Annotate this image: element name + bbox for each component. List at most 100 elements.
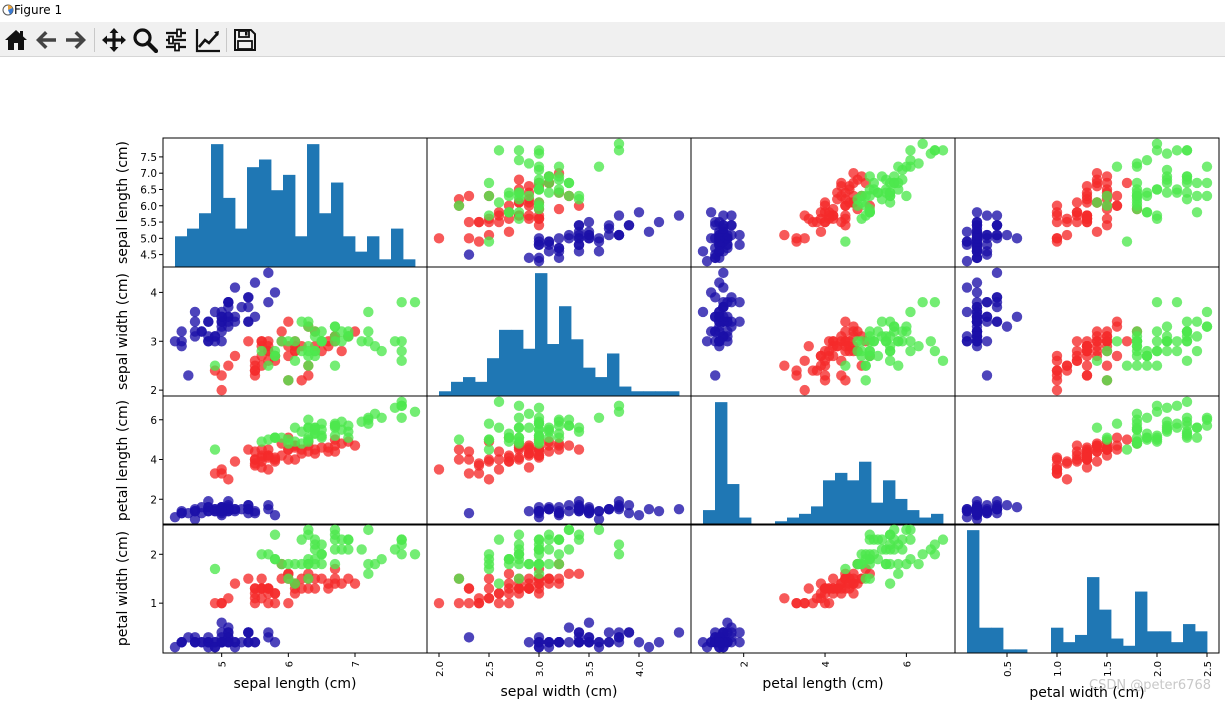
scatter-point [1081,345,1093,357]
scatter-point [1111,418,1123,429]
scatter-point [1061,229,1073,241]
scatter-point [981,336,993,347]
subplot-content [697,138,949,267]
scatter-point [925,336,936,347]
scatter-point [1121,434,1133,445]
scatter-point [937,145,949,156]
scatter-point [697,246,709,257]
scatter-point [263,597,274,609]
scatter-point [981,239,993,251]
scatter-point [929,296,941,308]
back-button[interactable] [32,26,60,54]
scatter-point [1171,400,1183,412]
pan-icon [102,28,126,52]
window-titlebar: Figure 1 [0,0,1225,22]
subplot-content [433,524,685,653]
subplot-frame [954,395,1220,526]
scatter-point [553,573,565,584]
scatter-point [503,190,515,202]
scatter-point [329,544,341,555]
scatter-point [917,549,928,560]
y-tick-label: 2 [150,549,157,561]
scatter-point [473,216,485,228]
scatter-point [807,597,819,609]
subplot-1-2 [690,266,956,397]
scatter-point [613,539,625,550]
scatter-point [929,549,941,560]
scatter-point [533,588,545,599]
scatter-point [884,345,896,357]
histogram-bar [547,344,560,396]
scatter-point [860,360,871,371]
scatter-point [483,583,495,594]
subplot-content [967,530,1208,653]
scatter-point [523,505,535,517]
pan-button[interactable] [100,26,128,54]
scatter-matrix-figure[interactable]: 5 6 7 sepal length (cm) 2.0 2.5 3.0 3.5 4.0 sepal… [0,56,1225,703]
scatter-point [513,145,525,156]
scatter-point [283,375,294,386]
scatter-point [1181,145,1193,156]
scatter-point [503,597,515,609]
scatter-point [868,549,880,560]
edit-axis-button[interactable] [194,26,222,54]
scatter-point [523,422,535,433]
scatter-point [876,194,888,205]
scatter-point [653,216,665,228]
save-button[interactable] [231,26,259,54]
scatter-point [864,558,875,570]
subplot-content [961,396,1213,525]
scatter-point [263,464,274,475]
scatter-point [303,553,314,565]
histogram-bar [475,381,488,396]
home-icon [5,30,27,50]
scatter-point [961,282,973,293]
scatter-point [209,563,221,575]
scatter-point [1181,355,1193,367]
scatter-point [533,578,545,589]
scatter-point [433,233,445,244]
scatter-point [503,226,515,238]
y-tick-label: 4 [150,455,157,467]
scatter-point [533,432,545,443]
scatter-point [1191,432,1203,443]
y-tick-label: 2 [150,385,157,397]
home-button[interactable] [2,26,30,54]
scatter-point [1171,336,1183,347]
scatter-point [329,321,341,332]
forward-button[interactable] [62,26,90,54]
scatter-point [876,316,888,327]
histogram-bar [499,329,512,396]
scatter-point [223,474,234,485]
scatter-point [363,568,374,580]
scatter-point [463,468,475,479]
scatter-point [289,355,301,367]
scatter-point [493,216,505,228]
scatter-point [1131,161,1143,172]
scatter-point [563,233,575,244]
histogram-bar [175,236,188,267]
scatter-point [249,311,261,323]
scatter-point [1081,194,1093,205]
scatter-point [840,236,851,247]
scatter-point [533,145,545,156]
configure-subplots-button[interactable] [162,26,190,54]
scatter-point [880,558,892,570]
scatter-point [229,350,241,362]
histogram-bar [451,381,464,396]
scatter-point [734,229,745,241]
scatter-point [701,336,713,347]
scatter-point [1081,210,1093,221]
scatter-point [1051,452,1063,463]
scatter-point [799,597,810,609]
histogram-bar [655,391,668,396]
scatter-point [563,622,575,633]
zoom-button[interactable] [131,26,159,54]
scatter-point [1001,321,1013,332]
subplot-content [703,402,944,525]
x-tick-label: 3.5 [585,661,596,677]
scatter-point [799,210,810,221]
scatter-point [701,255,713,267]
scatter-point [543,171,555,182]
scatter-point [336,345,347,357]
